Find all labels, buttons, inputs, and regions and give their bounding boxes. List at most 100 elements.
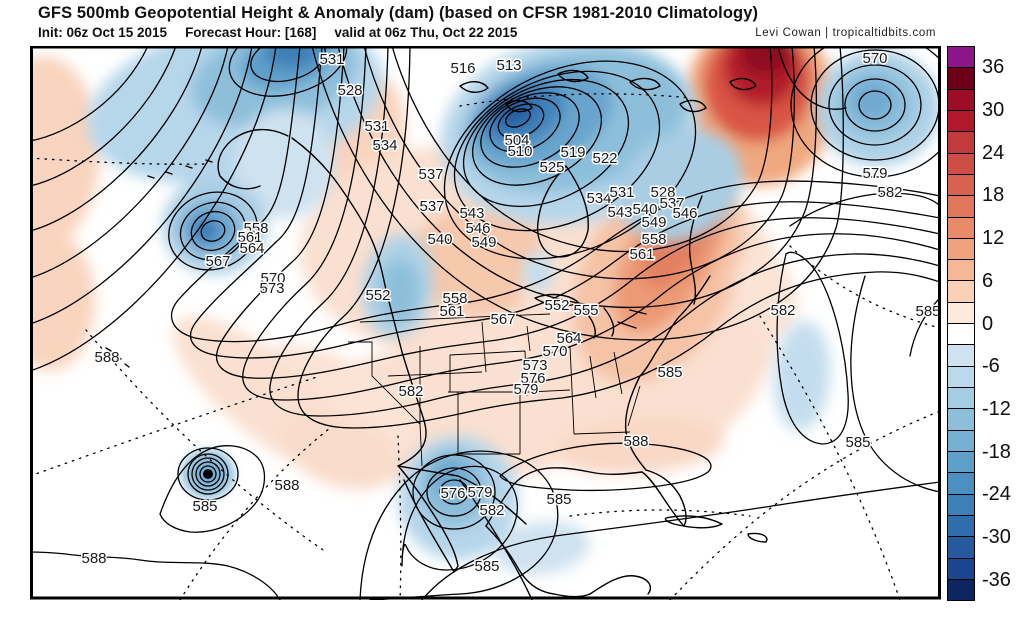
map-canvas: 531 528 531 534 537 537 540 516 513 504 510 525 519 5… — [30, 46, 941, 601]
contour-label: 534 — [372, 137, 397, 154]
colorbar-segment — [948, 344, 974, 366]
colorbar-segment — [948, 131, 974, 153]
contour-label: 588 — [274, 477, 299, 494]
colorbar-tick: -24 — [982, 483, 1011, 506]
colorbar-tick: 30 — [982, 99, 1005, 122]
contour-label: 531 — [364, 118, 389, 135]
colorbar-segment — [948, 387, 974, 409]
contour-label: 537 — [419, 198, 444, 215]
colorbar-segment — [948, 323, 974, 345]
contour-label: 561 — [629, 246, 654, 263]
contour-label: 588 — [623, 433, 648, 450]
colorbar-tick: -18 — [982, 440, 1011, 463]
contour-label: 561 — [439, 303, 464, 320]
colorbar-segment — [948, 67, 974, 89]
contour-label: 573 — [522, 357, 547, 374]
negative-anomaly-shading — [87, 46, 940, 575]
colorbar-tick: 0 — [982, 312, 994, 335]
colorbar-segment — [948, 216, 974, 238]
contour-label: 561 — [237, 229, 262, 246]
colorbar-segment — [948, 47, 974, 68]
colorbar-segment — [948, 88, 974, 110]
colorbar-tick: 36 — [982, 56, 1005, 79]
colorbar-segment — [948, 514, 974, 537]
contour-label: 537 — [659, 195, 684, 212]
contour-label: 585 — [657, 364, 682, 381]
contour-label: 540 — [632, 201, 657, 218]
contour-label: 570 — [542, 343, 567, 360]
colorbar-tick: 18 — [982, 184, 1005, 207]
contour-label: 588 — [81, 550, 106, 567]
contour-label: 513 — [496, 57, 521, 74]
contour-label: 543 — [607, 204, 632, 221]
contour-label: 585 — [546, 491, 571, 508]
colorbar-segment — [948, 173, 974, 196]
contour-label: 546 — [465, 220, 490, 237]
colorbar-segment — [948, 472, 974, 494]
contour-label: 558 — [243, 220, 268, 237]
colorbar-segment — [948, 109, 974, 132]
contour-label: 552 — [544, 297, 569, 314]
colorbar-segment — [948, 493, 974, 515]
colorbar-segment — [948, 578, 974, 601]
contour-label: 504 — [504, 132, 529, 149]
colorbar-tick: -36 — [982, 568, 1011, 591]
graticule — [30, 93, 940, 600]
contour-label: 522 — [592, 150, 617, 167]
colorbar-segment — [948, 152, 974, 174]
contour-label: 519 — [560, 144, 585, 161]
run-info: Init: 06z Oct 15 2015 Forecast Hour: [168… — [38, 25, 535, 40]
colorbar-segment — [948, 301, 974, 324]
tropical-cyclone-core — [203, 469, 213, 479]
colorbar-tick: -12 — [982, 397, 1011, 420]
contour-label: 528 — [337, 82, 362, 99]
contour-label: 546 — [672, 205, 697, 222]
height-contours — [30, 46, 940, 600]
colorbar-tick: -6 — [982, 355, 1000, 378]
contour-label: 534 — [586, 190, 611, 207]
valid-time: valid at 06z Thu, Oct 22 2015 — [334, 25, 518, 40]
colorbar-segment — [948, 450, 974, 473]
colorbar-segment — [948, 536, 974, 558]
credit-watermark: Levi Cowan | tropicaltidbits.com — [755, 27, 936, 39]
contour-label: 579 — [513, 381, 538, 398]
contour-label: 570 — [862, 50, 887, 67]
contour-label: 531 — [319, 51, 344, 68]
contour-label: 552 — [365, 287, 390, 304]
colorbar-segment — [948, 195, 974, 217]
contour-label: 567 — [490, 311, 515, 328]
contour-label: 567 — [205, 253, 230, 270]
contour-label: 576 — [520, 370, 545, 387]
contour-label: 576 — [440, 485, 465, 502]
anomaly-colorbar — [947, 46, 975, 601]
contour-label: 582 — [770, 302, 795, 319]
colorbar-tick: 24 — [982, 141, 1005, 164]
contour-label: 585 — [845, 434, 870, 451]
contour-label: 570 — [260, 270, 285, 287]
contour-label: 585 — [915, 303, 940, 320]
contour-label: 564 — [556, 330, 581, 347]
init-time: Init: 06z Oct 15 2015 — [38, 25, 168, 40]
contour-label: 582 — [877, 184, 902, 201]
contour-label: 549 — [641, 214, 666, 231]
colorbar-tick: 6 — [982, 269, 994, 292]
contour-label: 585 — [474, 558, 499, 575]
contour-label: 531 — [609, 184, 634, 201]
contour-label: 582 — [398, 383, 423, 400]
colorbar-segment — [948, 557, 974, 579]
colorbar-tick: -30 — [982, 525, 1011, 548]
contour-label: 579 — [862, 165, 887, 182]
colorbar-segment — [948, 259, 974, 281]
colorbar-segment — [948, 429, 974, 451]
contour-label: 582 — [479, 502, 504, 519]
contour-label: 558 — [641, 231, 666, 248]
contour-label: 543 — [459, 205, 484, 222]
contour-label: 516 — [450, 60, 475, 77]
colorbar-segment — [948, 280, 974, 302]
contour-label: 525 — [539, 159, 564, 176]
contour-label: 579 — [467, 484, 492, 501]
contour-label: 573 — [259, 280, 284, 297]
